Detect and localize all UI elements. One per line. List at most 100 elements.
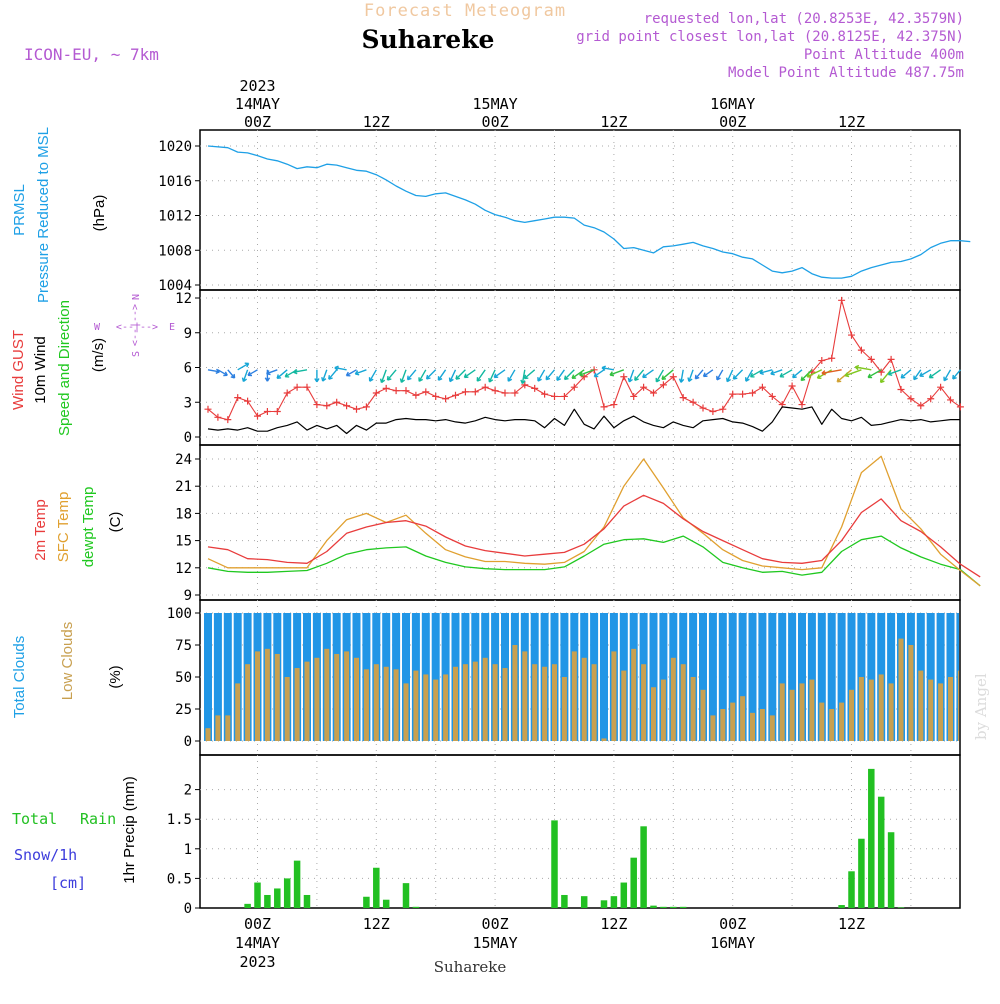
wind-direction-arrow <box>406 369 417 381</box>
gust-marker <box>353 405 360 413</box>
time-tick-label-bottom: 12Z <box>600 915 627 933</box>
time-tick-label-bottom: 00Z <box>719 915 746 933</box>
gust-marker <box>362 403 370 411</box>
wind-direction-arrow <box>455 369 466 380</box>
time-tick-label-bottom: 12Z <box>363 915 390 933</box>
low-cloud-bar <box>957 670 959 741</box>
low-cloud-bar <box>423 674 429 741</box>
time-tick-label-top: 00Z <box>244 113 271 131</box>
grid <box>200 130 960 909</box>
wind-speed-line <box>207 406 961 435</box>
wind-direction-arrow <box>952 369 961 380</box>
rain-bar <box>640 826 647 908</box>
temp-2m-line <box>207 494 981 578</box>
low-cloud-bar <box>561 677 567 741</box>
wind-direction-arrow <box>276 369 288 379</box>
wind-direction-arrow <box>334 365 347 371</box>
wind-direction-arrow <box>694 369 704 380</box>
rain-bar <box>877 796 885 908</box>
gust-marker <box>263 408 271 416</box>
low-cloud-bar <box>888 683 894 741</box>
low-cloud-bar <box>779 683 785 741</box>
pressure-labels: PRMSL Pressure Reduced to MSL (hPa) <box>11 127 108 303</box>
total-cloud-bar <box>788 613 797 741</box>
time-tick-label-top: 00Z <box>719 113 746 131</box>
wind-direction-arrow <box>418 369 427 382</box>
gust-marker <box>917 402 925 410</box>
rain-bar <box>660 906 667 908</box>
gust-marker <box>867 355 875 363</box>
low-cloud-bar <box>363 669 369 741</box>
low-cloud-bar <box>680 664 686 741</box>
low-cloud-bar <box>581 657 587 741</box>
label-total-clouds: Total Clouds <box>11 636 28 719</box>
low-cloud-bar <box>670 657 676 741</box>
gust-marker <box>560 392 568 400</box>
y-ticks: 1004100810121016102003691291215182124025… <box>158 139 200 917</box>
model-altitude: Model Point Altitude 487.75m <box>728 65 964 81</box>
y-tick-label: 1012 <box>158 209 192 225</box>
low-cloud-bar <box>462 664 468 741</box>
low-cloud-bar <box>482 657 488 741</box>
gust-marker <box>461 388 469 396</box>
wind-direction-arrow <box>579 369 595 377</box>
gust-marker <box>224 416 232 424</box>
label-sfc-temp: SFC Temp <box>55 492 72 563</box>
temp-labels: 2m Temp SFC Temp dewpt Temp (C) <box>32 487 124 568</box>
low-cloud-bar <box>225 715 231 741</box>
low-cloud-bar <box>215 715 221 741</box>
compass-line-h: <--|--> <box>116 322 158 333</box>
rain-bar <box>897 907 905 908</box>
wind-direction-arrow <box>556 369 565 381</box>
compass-line-v: <--|--> <box>130 304 141 346</box>
total-cloud-bar <box>699 613 707 741</box>
total-cloud-bar <box>778 613 787 741</box>
model-name: ICON-EU, ~ 7km <box>24 45 159 64</box>
wind-direction-arrow <box>854 364 872 371</box>
wind-direction-arrow <box>368 369 377 382</box>
wind-direction-arrow <box>601 365 615 371</box>
gust-marker <box>511 389 519 397</box>
total-cloud-bar <box>718 613 727 741</box>
wind-direction-arrow <box>425 369 437 380</box>
low-cloud-bar <box>651 687 656 741</box>
gust-marker <box>392 387 400 395</box>
wind-direction-arrow <box>661 369 674 380</box>
total-cloud-bar <box>223 613 232 741</box>
rain-bar <box>551 820 558 908</box>
gust-marker <box>442 395 450 403</box>
gust-marker <box>818 357 826 365</box>
gust-marker <box>947 396 954 404</box>
wind-direction-arrow <box>520 369 526 385</box>
wind-direction-arrow <box>770 369 783 376</box>
low-cloud-bar <box>611 651 617 741</box>
temp-panel <box>199 444 961 601</box>
total-cloud-bar <box>936 613 945 741</box>
low-cloud-bar <box>255 651 260 741</box>
wind-direction-arrow <box>399 369 407 383</box>
label-hpa: (hPa) <box>91 195 108 232</box>
total-cloud-bar <box>233 613 242 741</box>
date-label-top: 14MAY <box>235 95 280 113</box>
wind-direction-arrow <box>779 369 793 378</box>
time-axis: 00Z00Z14MAY14MAY2023202312Z12Z00Z00Z15MA… <box>235 77 865 971</box>
gust-marker <box>323 402 331 410</box>
low-cloud-bar <box>512 645 518 741</box>
low-cloud-bar <box>542 666 548 741</box>
chart-title: Forecast Meteogram <box>364 1 566 21</box>
low-cloud-bar <box>799 683 805 741</box>
low-cloud-bar <box>908 645 914 741</box>
gust-marker <box>422 388 430 396</box>
gust-marker <box>333 398 341 406</box>
wind-direction-arrow <box>687 369 694 382</box>
gust-marker <box>907 395 915 403</box>
gust-marker <box>679 394 687 402</box>
low-cloud-bar <box>690 677 696 741</box>
rain-bar <box>868 768 875 908</box>
low-cloud-bar <box>552 664 557 741</box>
rain-bar <box>580 896 588 908</box>
gust-marker <box>749 389 756 397</box>
y-tick-label: 0 <box>184 901 192 917</box>
label-snow: Snow/1h <box>14 846 77 864</box>
low-cloud-bar <box>740 696 746 741</box>
